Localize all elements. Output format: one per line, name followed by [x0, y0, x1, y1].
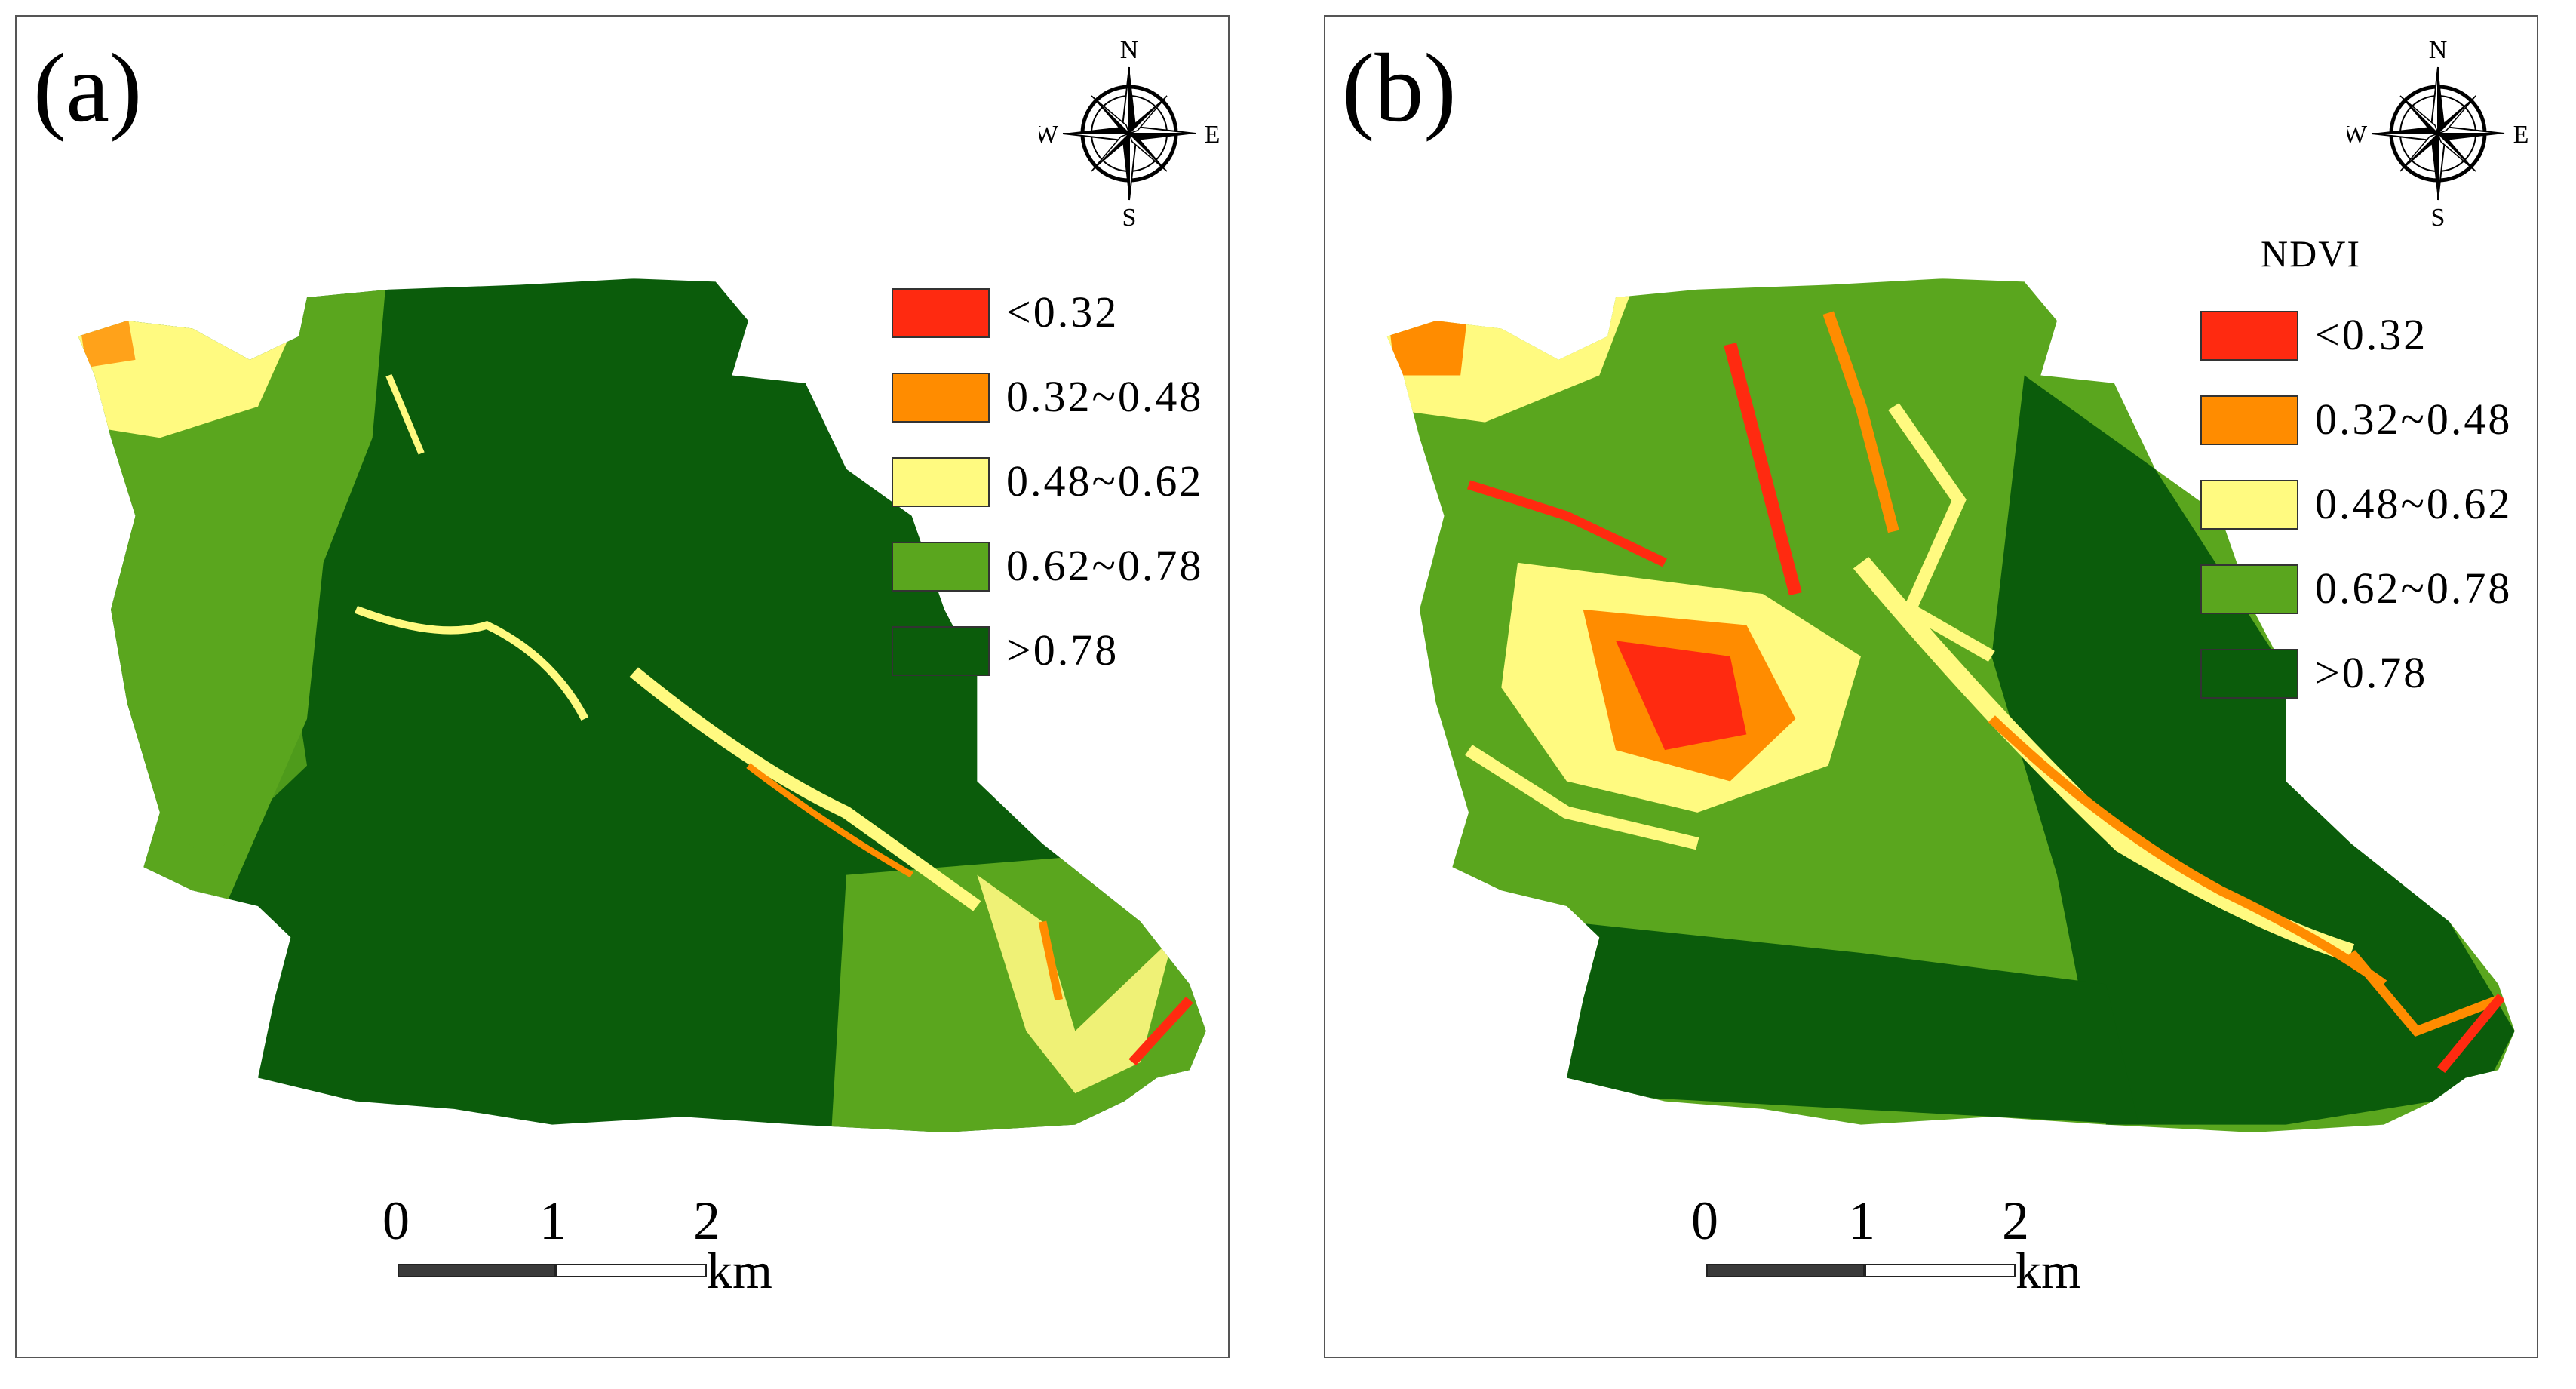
scale-bar-light: [556, 1264, 707, 1277]
legend-swatch: [892, 288, 990, 338]
compass-e: E: [2513, 121, 2528, 149]
legend-swatch: [892, 373, 990, 423]
panel-label-b: (b): [1342, 34, 1457, 143]
legend-label: >0.78: [1006, 625, 1119, 675]
map-panel-b: (b) N S W E: [1324, 15, 2538, 1358]
compass-n: N: [2429, 36, 2448, 64]
scale-tick-1: 1: [1848, 1191, 1875, 1251]
scale-bar-light: [1865, 1264, 2016, 1277]
compass-w: W: [2347, 121, 2368, 149]
map-panel-a: (a) N S W E: [15, 15, 1230, 1358]
legend-label: 0.48~0.62: [2315, 479, 2513, 528]
legend-swatch: [892, 626, 990, 676]
legend-label: <0.32: [2315, 310, 2428, 359]
panel-label-a: (a): [33, 34, 143, 143]
legend-label: 0.62~0.78: [2315, 564, 2513, 613]
scale-bar-a: 0 1 2 km: [382, 1191, 820, 1307]
scale-tick-1: 1: [539, 1191, 566, 1251]
legend-label: 0.62~0.78: [1006, 541, 1204, 590]
scale-unit: km: [2016, 1242, 2081, 1299]
scale-bar-b: 0 1 2 km: [1691, 1191, 2129, 1307]
scale-tick-2: 2: [693, 1191, 720, 1251]
legend-title: NDVI: [2261, 232, 2361, 275]
scale-tick-2: 2: [2002, 1191, 2029, 1251]
legend-swatch: [2200, 395, 2298, 445]
legend-label: >0.78: [2315, 648, 2428, 697]
legend-label: 0.48~0.62: [1006, 456, 1204, 506]
compass-s: S: [2431, 204, 2446, 232]
legend-swatch: [892, 457, 990, 507]
ndvi-map-b: [1386, 278, 2515, 1132]
scale-tick-0: 0: [1691, 1191, 1718, 1251]
compass-s: S: [1122, 204, 1137, 232]
compass-rose-icon: N S W E: [2347, 36, 2528, 232]
scale-tick-0: 0: [382, 1191, 410, 1251]
scale-unit: km: [707, 1242, 772, 1299]
scale-bar-dark: [1706, 1264, 1865, 1277]
legend-swatch: [2200, 564, 2298, 614]
legend-swatch: [2200, 311, 2298, 361]
compass-rose-icon: N S W E: [1039, 36, 1220, 232]
legend-label: 0.32~0.48: [1006, 372, 1204, 421]
scale-bar-dark: [398, 1264, 556, 1277]
legend-label: 0.32~0.48: [2315, 395, 2513, 444]
compass-n: N: [1120, 36, 1139, 64]
legend-label: <0.32: [1006, 287, 1119, 336]
ndvi-map-a: [78, 278, 1206, 1132]
compass-e: E: [1205, 121, 1220, 149]
legend-swatch: [2200, 480, 2298, 530]
legend-swatch: [2200, 649, 2298, 699]
legend-swatch: [892, 542, 990, 592]
compass-w: W: [1039, 121, 1059, 149]
